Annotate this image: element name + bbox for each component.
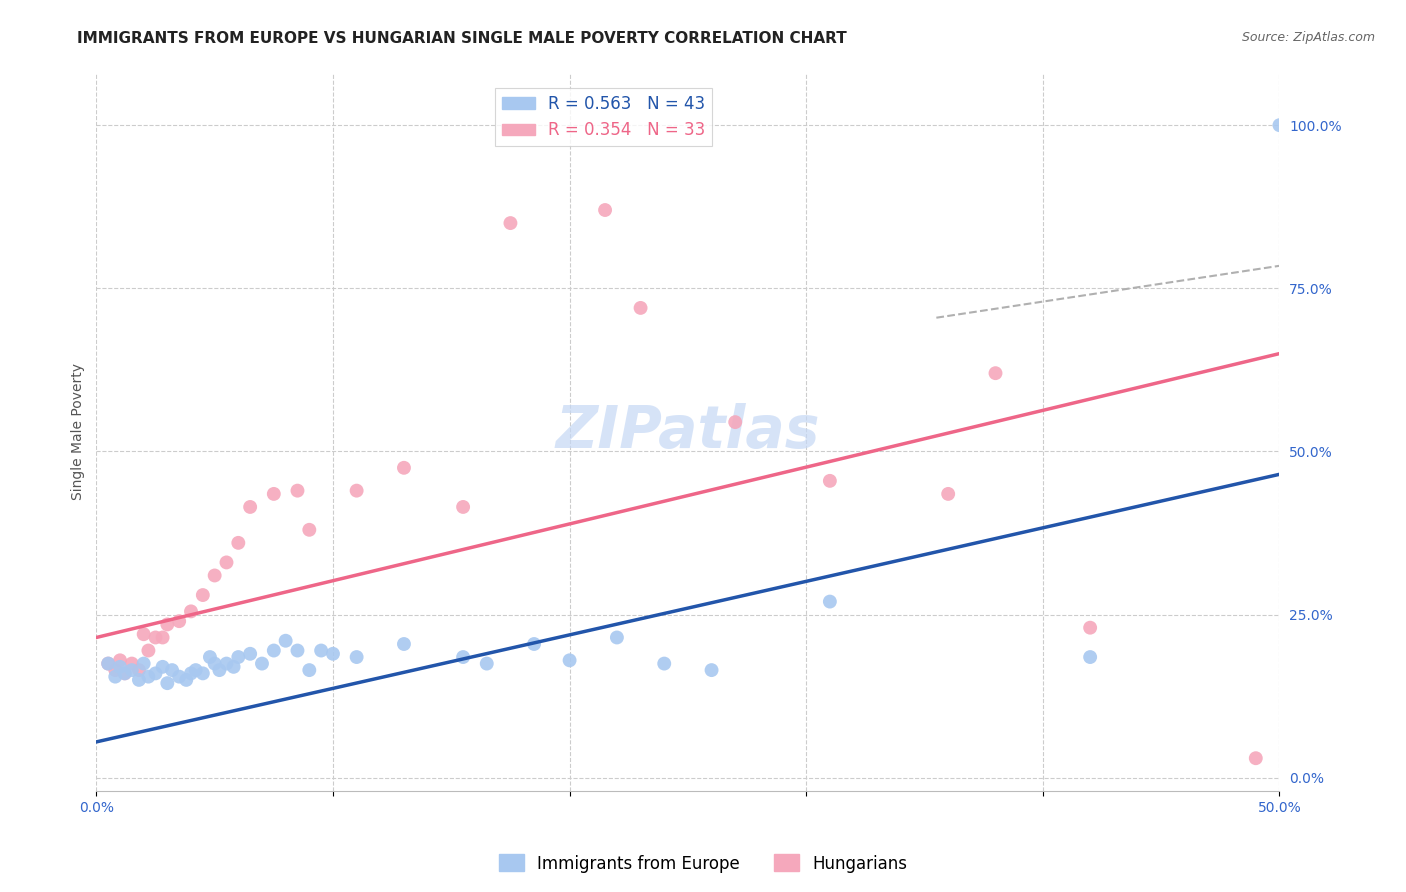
Point: [108, 653, 131, 667]
Point: [104, 670, 127, 684]
Point: [128, 673, 150, 687]
Point: [138, 670, 160, 684]
Point: [984, 366, 1007, 380]
Point: [208, 663, 231, 677]
Point: [128, 663, 150, 677]
Point: [114, 666, 136, 681]
Text: Source: ZipAtlas.com: Source: ZipAtlas.com: [1241, 31, 1375, 45]
Point: [606, 631, 628, 645]
Point: [1244, 751, 1267, 765]
Point: [160, 663, 183, 677]
Point: [167, 670, 190, 684]
Point: [451, 500, 474, 514]
Point: [263, 487, 285, 501]
Point: [239, 647, 262, 661]
Point: [652, 657, 675, 671]
Point: [145, 631, 167, 645]
Point: [152, 631, 174, 645]
Point: [152, 660, 174, 674]
Point: [392, 460, 415, 475]
Point: [392, 637, 415, 651]
Point: [250, 657, 273, 671]
Point: [499, 216, 522, 230]
Point: [222, 660, 245, 674]
Point: [263, 643, 285, 657]
Point: [145, 666, 167, 681]
Point: [108, 660, 131, 674]
Point: [274, 633, 297, 648]
Text: IMMIGRANTS FROM EUROPE VS HUNGARIAN SINGLE MALE POVERTY CORRELATION CHART: IMMIGRANTS FROM EUROPE VS HUNGARIAN SING…: [77, 31, 846, 46]
Point: [936, 487, 959, 501]
Point: [1268, 118, 1291, 132]
Point: [346, 483, 368, 498]
Point: [475, 657, 498, 671]
Y-axis label: Single Male Poverty: Single Male Poverty: [72, 363, 86, 500]
Point: [184, 663, 207, 677]
Point: [215, 657, 238, 671]
Point: [724, 415, 747, 429]
Point: [818, 594, 841, 608]
Point: [593, 202, 616, 217]
Point: [239, 500, 262, 514]
Point: [97, 657, 120, 671]
Point: [287, 483, 309, 498]
Point: [215, 556, 238, 570]
Point: [451, 650, 474, 665]
Point: [191, 588, 214, 602]
Point: [298, 663, 321, 677]
Point: [156, 676, 179, 690]
Point: [114, 666, 136, 681]
Point: [121, 657, 143, 671]
Point: [138, 643, 160, 657]
Point: [204, 657, 226, 671]
Point: [287, 643, 309, 657]
Point: [630, 301, 652, 315]
Point: [1078, 621, 1101, 635]
Point: [121, 663, 143, 677]
Legend: R = 0.563   N = 43, R = 0.354   N = 33: R = 0.563 N = 43, R = 0.354 N = 33: [495, 88, 713, 146]
Point: [180, 666, 202, 681]
Point: [309, 643, 332, 657]
Legend: Immigrants from Europe, Hungarians: Immigrants from Europe, Hungarians: [492, 847, 914, 880]
Point: [228, 650, 250, 665]
Point: [1078, 650, 1101, 665]
Point: [156, 617, 179, 632]
Point: [191, 666, 214, 681]
Point: [228, 536, 250, 550]
Point: [97, 657, 120, 671]
Point: [298, 523, 321, 537]
Point: [132, 657, 155, 671]
Point: [523, 637, 546, 651]
Point: [700, 663, 723, 677]
Point: [174, 673, 197, 687]
Point: [180, 604, 202, 618]
Point: [346, 650, 368, 665]
Point: [558, 653, 581, 667]
Text: ZIPatlas: ZIPatlas: [555, 403, 820, 460]
Point: [132, 627, 155, 641]
Point: [322, 647, 344, 661]
Point: [167, 614, 190, 628]
Point: [818, 474, 841, 488]
Point: [104, 663, 127, 677]
Point: [204, 568, 226, 582]
Point: [198, 650, 221, 665]
